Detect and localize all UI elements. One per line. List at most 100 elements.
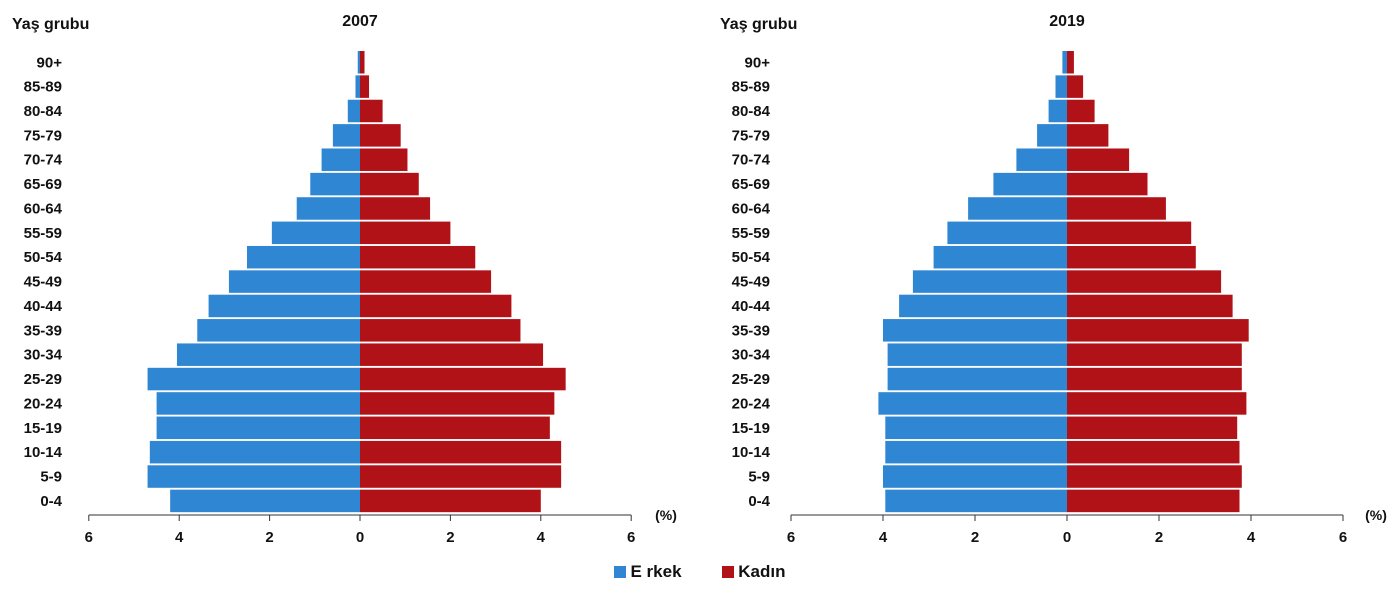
age-label-0-13: 25-29 — [24, 371, 62, 388]
bar-male-1-18 — [885, 489, 1067, 513]
bar-female-0-15 — [360, 416, 550, 440]
x-tick-label-0-3: 0 — [356, 529, 364, 546]
bar-male-0-2 — [347, 99, 360, 123]
age-label-1-3: 75-79 — [732, 127, 770, 144]
x-tick-label-1-6: 6 — [1339, 529, 1347, 546]
bar-female-1-15 — [1067, 416, 1238, 440]
x-tick-label-0-5: 4 — [537, 529, 546, 546]
bar-male-1-6 — [968, 197, 1067, 220]
age-label-1-12: 30-34 — [732, 347, 771, 364]
x-tick-label-0-1: 4 — [175, 529, 184, 546]
age-label-0-7: 55-59 — [24, 225, 62, 242]
age-label-0-3: 75-79 — [24, 127, 62, 144]
bar-male-1-3 — [1037, 124, 1067, 147]
age-label-1-13: 25-29 — [732, 371, 770, 388]
bar-male-0-4 — [321, 148, 360, 171]
bar-male-1-9 — [912, 270, 1067, 293]
bar-male-0-0 — [357, 51, 360, 74]
age-label-1-4: 70-74 — [732, 152, 771, 169]
bar-female-0-7 — [360, 221, 451, 245]
bar-male-0-16 — [149, 440, 360, 464]
x-tick-label-0-6: 6 — [627, 529, 635, 546]
bar-female-1-1 — [1067, 75, 1084, 98]
bar-female-1-2 — [1067, 99, 1095, 123]
bar-male-0-10 — [208, 294, 360, 318]
bar-female-1-0 — [1067, 51, 1074, 74]
bar-male-0-18 — [170, 489, 360, 513]
age-label-1-7: 55-59 — [732, 225, 770, 242]
bar-female-0-0 — [360, 51, 365, 74]
x-axis-unit-1: (%) — [1365, 507, 1387, 523]
bar-male-1-0 — [1062, 51, 1067, 74]
bar-female-1-7 — [1067, 221, 1192, 245]
age-label-0-9: 45-49 — [24, 274, 62, 291]
age-label-1-9: 45-49 — [732, 274, 770, 291]
legend-label-female: Kadın — [738, 562, 786, 581]
bar-female-1-18 — [1067, 489, 1240, 513]
x-tick-label-0-0: 6 — [85, 529, 93, 546]
age-label-1-16: 10-14 — [732, 444, 771, 461]
age-label-0-0: 90+ — [37, 54, 63, 71]
bar-female-0-10 — [360, 294, 512, 318]
bar-female-0-17 — [360, 465, 562, 488]
age-label-0-18: 0-4 — [40, 493, 62, 510]
legend-label-male: E rkek — [630, 562, 682, 581]
age-label-0-10: 40-44 — [24, 298, 63, 315]
age-label-1-14: 20-24 — [732, 395, 771, 412]
bar-male-1-14 — [878, 392, 1067, 415]
age-label-0-8: 50-54 — [24, 249, 63, 266]
bar-male-0-6 — [296, 197, 360, 220]
bar-female-0-11 — [360, 319, 521, 342]
chart-title-1: 2019 — [1049, 13, 1085, 30]
age-label-0-6: 60-64 — [24, 200, 63, 217]
bar-female-1-9 — [1067, 270, 1222, 293]
chart-title-0: 2007 — [342, 13, 378, 30]
age-label-0-15: 15-19 — [24, 420, 62, 437]
x-tick-label-0-4: 2 — [446, 529, 454, 546]
y-axis-label-0: Yaş grubu — [12, 16, 89, 33]
bar-female-0-1 — [360, 75, 370, 98]
bar-female-1-11 — [1067, 319, 1249, 342]
legend-item-male: E rkek — [614, 562, 682, 582]
x-tick-label-1-2: 2 — [971, 529, 979, 546]
legend-swatch-male — [614, 566, 627, 578]
bar-male-0-5 — [310, 172, 360, 196]
age-label-0-4: 70-74 — [24, 152, 63, 169]
bar-male-0-3 — [332, 124, 360, 147]
age-label-1-0: 90+ — [745, 54, 771, 71]
bar-male-1-17 — [883, 465, 1067, 488]
bar-male-0-11 — [197, 319, 360, 342]
x-tick-label-1-5: 4 — [1247, 529, 1256, 546]
bar-male-0-12 — [176, 343, 360, 366]
legend: E rkek Kadın — [0, 562, 1400, 582]
legend-swatch-female — [722, 566, 735, 578]
bar-male-0-17 — [147, 465, 360, 488]
bar-male-1-11 — [883, 319, 1067, 342]
age-label-1-10: 40-44 — [732, 298, 771, 315]
bar-female-1-13 — [1067, 367, 1242, 391]
age-label-1-5: 65-69 — [732, 176, 770, 193]
bar-male-0-9 — [228, 270, 360, 293]
bar-female-0-5 — [360, 172, 419, 196]
bar-male-1-15 — [885, 416, 1067, 440]
bar-male-1-16 — [885, 440, 1067, 464]
bar-female-1-8 — [1067, 245, 1196, 269]
bar-female-0-14 — [360, 392, 555, 415]
age-label-1-2: 80-84 — [732, 103, 771, 120]
bar-male-0-1 — [355, 75, 360, 98]
bar-female-0-3 — [360, 124, 401, 147]
x-tick-label-0-2: 2 — [265, 529, 273, 546]
bar-female-0-18 — [360, 489, 541, 513]
bar-male-0-13 — [147, 367, 360, 391]
age-label-0-17: 5-9 — [40, 469, 62, 486]
bar-male-1-10 — [899, 294, 1067, 318]
age-label-0-2: 80-84 — [24, 103, 63, 120]
x-tick-label-1-3: 0 — [1063, 529, 1071, 546]
age-label-1-17: 5-9 — [748, 469, 770, 486]
age-label-0-12: 30-34 — [24, 347, 63, 364]
bar-female-1-10 — [1067, 294, 1233, 318]
bar-male-0-8 — [247, 245, 360, 269]
bar-male-1-2 — [1048, 99, 1067, 123]
bar-male-1-8 — [933, 245, 1067, 269]
